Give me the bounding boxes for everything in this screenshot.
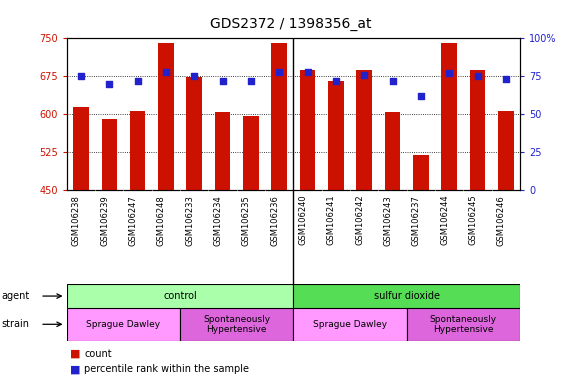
Point xyxy=(444,70,454,76)
Bar xyxy=(67,284,293,308)
Text: GSM106242: GSM106242 xyxy=(355,195,364,245)
Text: GSM106241: GSM106241 xyxy=(327,195,336,245)
Text: Sprague Dawley: Sprague Dawley xyxy=(313,320,387,329)
Text: percentile rank within the sample: percentile rank within the sample xyxy=(84,364,249,374)
Point xyxy=(501,76,511,83)
Text: GSM106233: GSM106233 xyxy=(185,195,194,246)
Bar xyxy=(413,155,429,190)
Text: GSM106238: GSM106238 xyxy=(72,195,81,246)
Point xyxy=(388,78,397,84)
Bar xyxy=(180,308,293,341)
Text: GDS2372 / 1398356_at: GDS2372 / 1398356_at xyxy=(210,17,371,31)
Bar xyxy=(73,107,89,190)
Point xyxy=(360,72,369,78)
Text: GSM106247: GSM106247 xyxy=(128,195,138,245)
Point xyxy=(416,93,425,99)
Text: GSM106248: GSM106248 xyxy=(157,195,166,245)
Point xyxy=(218,78,227,84)
Bar xyxy=(498,111,514,190)
Bar xyxy=(271,43,287,190)
Text: GSM106246: GSM106246 xyxy=(497,195,506,245)
Bar xyxy=(328,81,344,190)
Point xyxy=(303,69,312,75)
Text: count: count xyxy=(84,349,112,359)
Text: GSM106236: GSM106236 xyxy=(270,195,279,246)
Text: GSM106245: GSM106245 xyxy=(468,195,478,245)
Point xyxy=(76,73,85,79)
Text: GSM106234: GSM106234 xyxy=(214,195,223,245)
Bar xyxy=(102,119,117,190)
Text: agent: agent xyxy=(1,291,30,301)
Point xyxy=(275,69,284,75)
Bar xyxy=(442,43,457,190)
Text: strain: strain xyxy=(1,319,29,329)
Text: control: control xyxy=(163,291,197,301)
Bar xyxy=(300,70,315,190)
Bar xyxy=(293,284,520,308)
Text: GSM106235: GSM106235 xyxy=(242,195,251,245)
Text: ■: ■ xyxy=(70,349,80,359)
Point xyxy=(105,81,114,87)
Bar xyxy=(407,308,520,341)
Bar xyxy=(215,112,231,190)
Point xyxy=(189,73,199,79)
Bar xyxy=(187,77,202,190)
Point xyxy=(133,78,142,84)
Bar xyxy=(356,70,372,190)
Point xyxy=(246,78,256,84)
Bar xyxy=(130,111,145,190)
Point xyxy=(162,69,171,75)
Text: GSM106244: GSM106244 xyxy=(440,195,449,245)
Text: GSM106237: GSM106237 xyxy=(412,195,421,246)
Text: ■: ■ xyxy=(70,364,80,374)
Text: sulfur dioxide: sulfur dioxide xyxy=(374,291,440,301)
Text: GSM106243: GSM106243 xyxy=(383,195,393,245)
Text: Spontaneously
Hypertensive: Spontaneously Hypertensive xyxy=(203,314,270,334)
Bar xyxy=(293,308,407,341)
Bar xyxy=(243,116,259,190)
Text: GSM106239: GSM106239 xyxy=(101,195,109,245)
Bar xyxy=(158,43,174,190)
Point xyxy=(473,73,482,79)
Text: GSM106240: GSM106240 xyxy=(299,195,307,245)
Bar xyxy=(385,112,400,190)
Text: Spontaneously
Hypertensive: Spontaneously Hypertensive xyxy=(430,314,497,334)
Point xyxy=(331,78,340,84)
Bar xyxy=(469,70,485,190)
Bar xyxy=(67,308,180,341)
Text: Sprague Dawley: Sprague Dawley xyxy=(87,320,160,329)
